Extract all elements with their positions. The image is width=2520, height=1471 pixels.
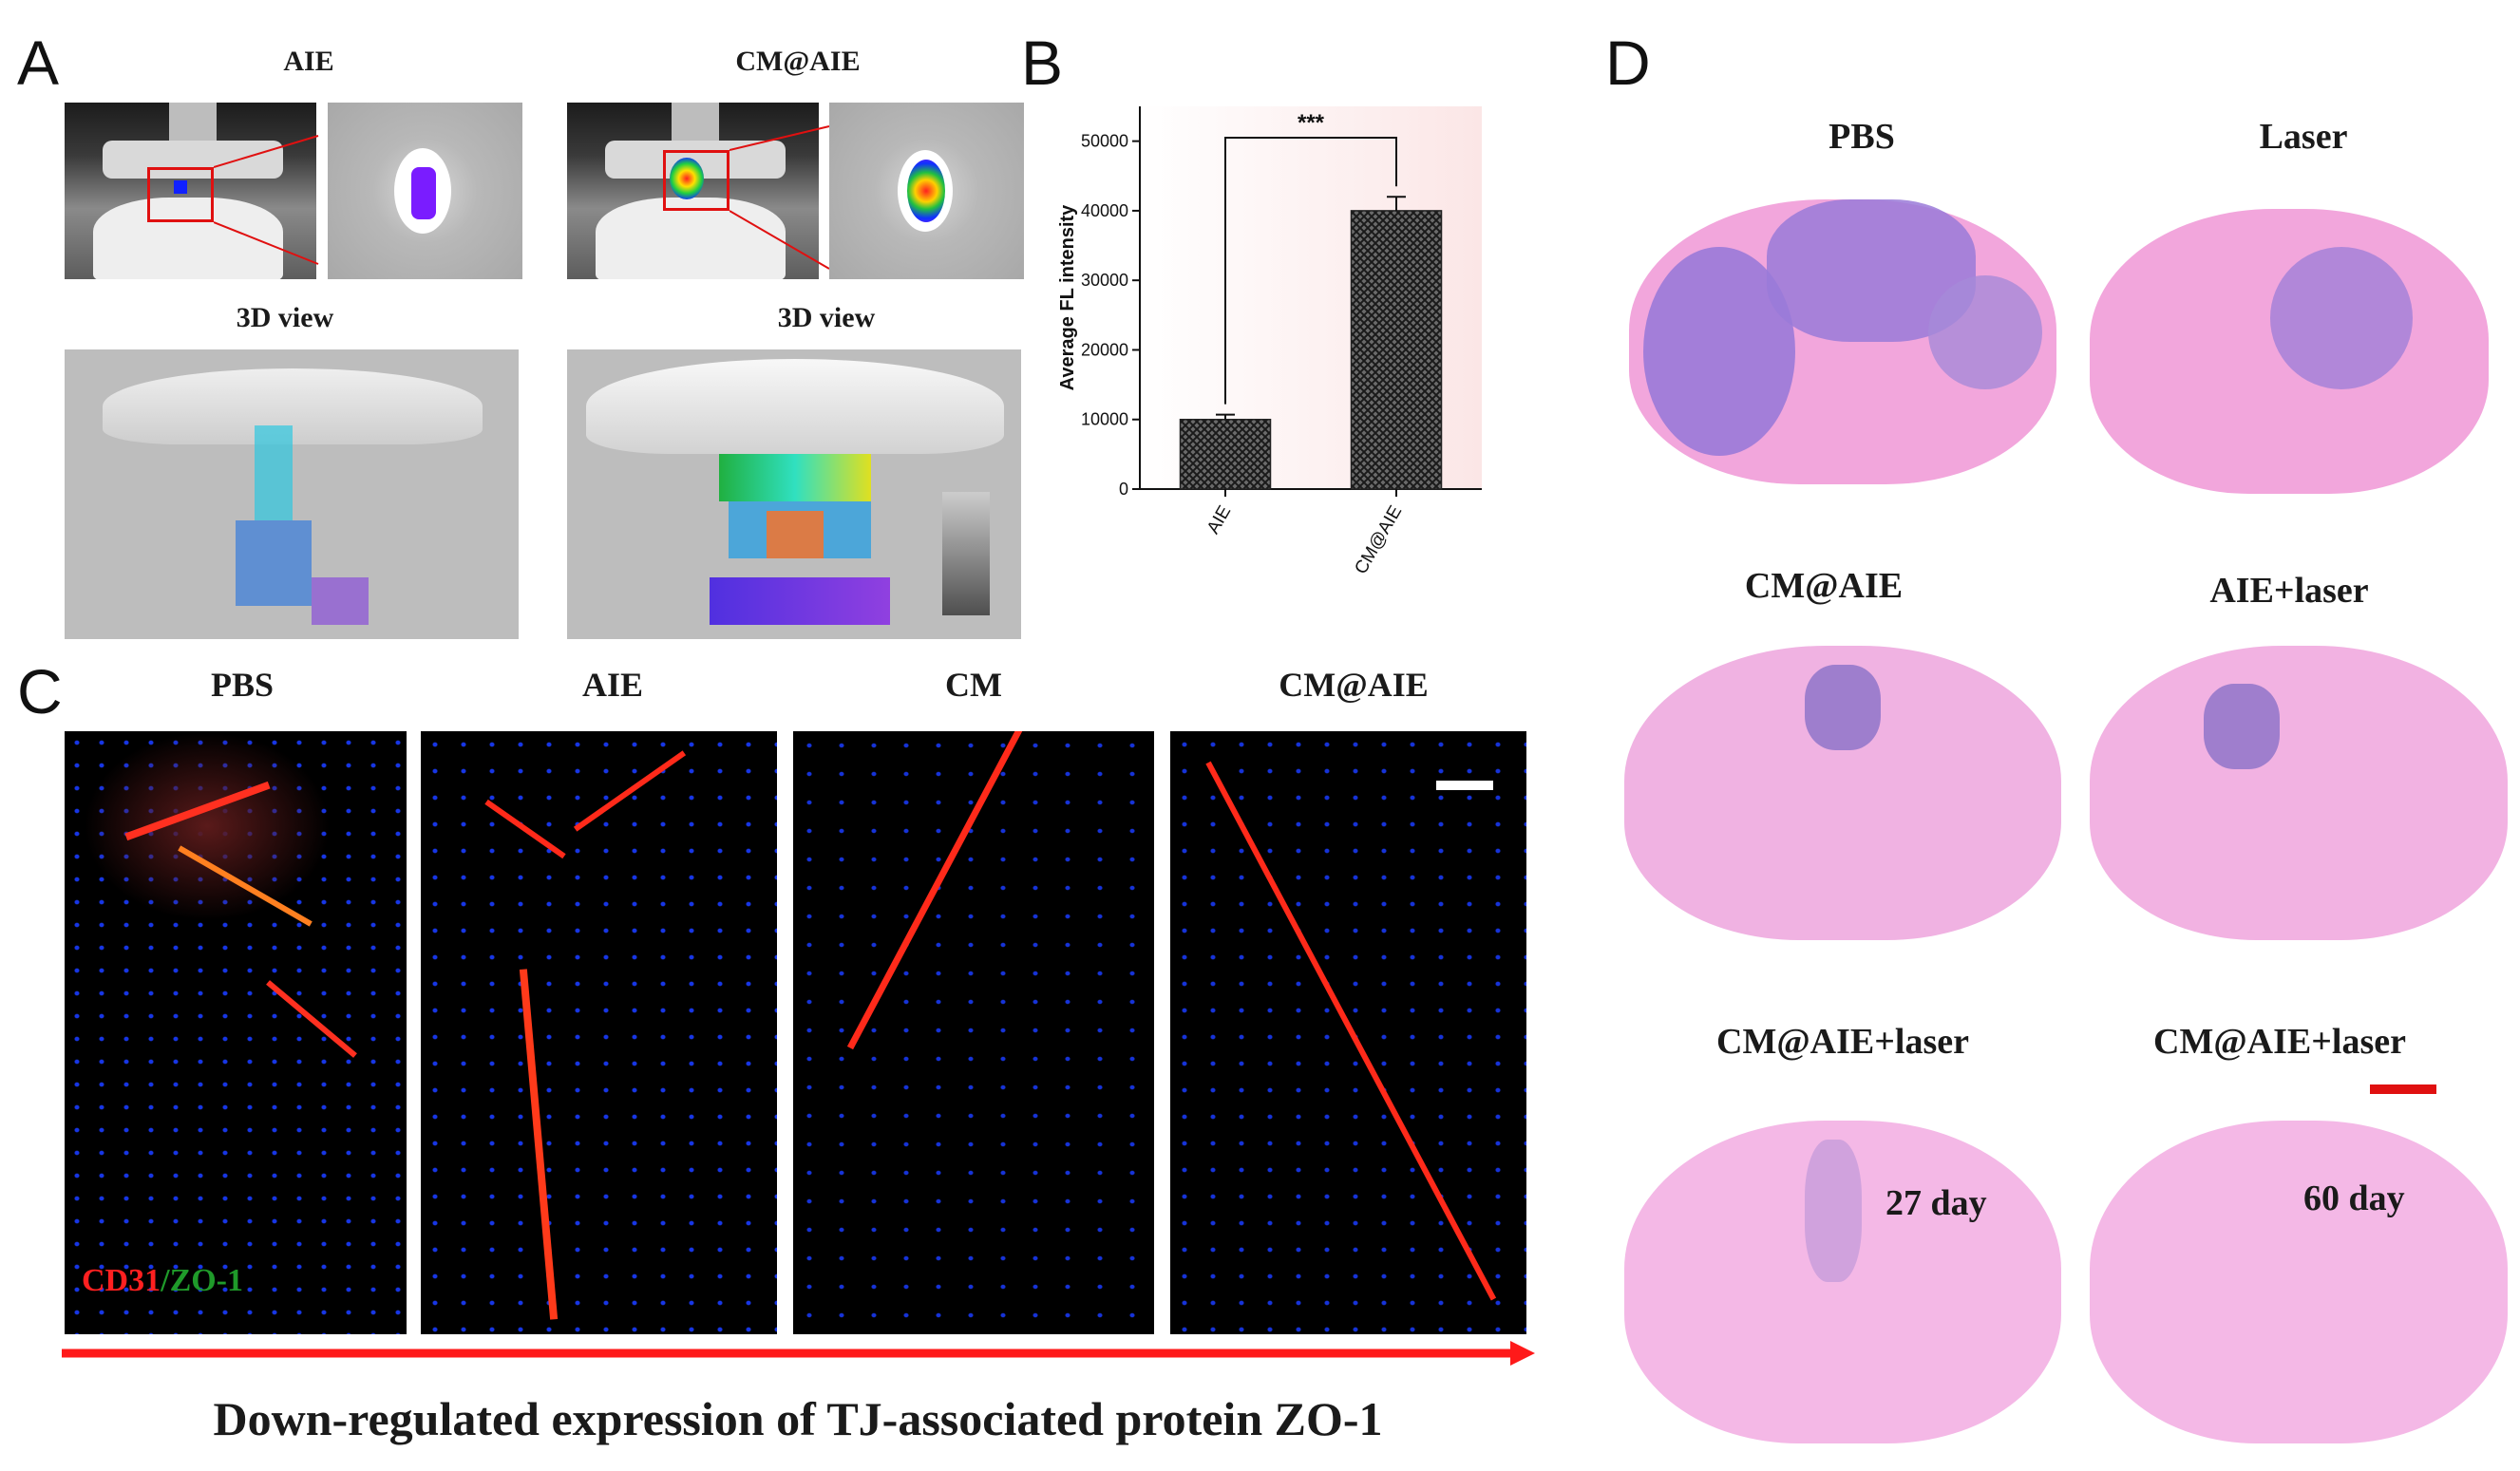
roi-box [663,150,729,211]
panel-d-label-cmaie: CM@AIE [1744,566,1904,606]
panel-d-label-cmaie-laser-1: CM@AIE+laser [1716,1022,1969,1062]
panel-a-left-3d-title: 3D view [236,302,334,333]
panel-b-letter: B [1021,28,1064,98]
zoom-lines-cmaie [729,125,830,270]
bar [1350,210,1443,490]
y-tick-label: 40000 [1081,201,1128,220]
scale-bar [1436,781,1493,790]
he-section-aie-laser [2080,627,2517,988]
x-tick-label: AIE [1203,502,1235,537]
y-tick-label: 20000 [1081,340,1128,359]
day-label-60: 60 day [2303,1179,2405,1218]
panel-d-letter: D [1605,28,1651,98]
panel-c-col-4-title: CM@AIE [1279,666,1429,704]
fluor-image-cmaie [1170,731,1526,1334]
zoom-lines-aie [214,135,319,265]
day-label-27: 27 day [1885,1183,1987,1223]
he-section-cmaie [1615,627,2071,988]
cmaie-3d-view [567,349,1021,639]
fluor-image-pbs: CD31/ZO-1 [65,731,407,1334]
cmaie-zoom-image [829,103,1024,279]
significance-label: *** [1298,110,1325,136]
he-section-pbs [1615,180,2071,503]
stain-label: CD31/ZO-1 [82,1263,243,1299]
significance-bracket [1224,136,1397,405]
y-tick-label: 50000 [1081,132,1128,151]
panel-c-caption: Down-regulated expression of TJ-associat… [213,1392,1383,1445]
panel-c-col-3-title: CM [945,666,1002,704]
panel-d-label-laser: Laser [2259,117,2348,157]
he-section-laser [2080,180,2517,532]
panel-d-label-cmaie-laser-2: CM@AIE+laser [2153,1022,2406,1062]
bar [1179,418,1272,490]
he-scale-bar [2370,1084,2436,1094]
aie-invivo-image [65,103,316,279]
aie-3d-view [65,349,519,639]
y-tick-label: 30000 [1081,271,1128,290]
stain-label-green: ZO-1 [169,1263,244,1298]
fluor-image-aie [421,731,777,1334]
bar-chart: 0 10000 20000 30000 40000 50000 Average FL int… [1057,106,1482,577]
gradient-arrow [62,1341,1535,1366]
panel-a-left-title: AIE [283,46,334,77]
y-tick-label: 10000 [1081,410,1128,429]
he-section-cmaie-laser-60 [2080,1083,2517,1462]
y-tick-label: 0 [1119,480,1128,499]
aie-zoom-image [328,103,522,279]
panel-c-col-2-title: AIE [581,666,644,704]
panel-a-right-title: CM@AIE [735,46,861,77]
stain-label-separator: / [161,1263,170,1298]
he-section-cmaie-laser-27 [1615,1083,2071,1462]
panel-a-letter: A [17,28,60,98]
fluor-image-cm [793,731,1154,1334]
stain-label-red: CD31 [82,1263,161,1298]
x-tick-label: CM@AIE [1351,502,1406,577]
panel-c-letter: C [17,656,63,726]
panel-c-col-1-title: PBS [210,666,275,704]
panel-a-right-3d-title: 3D view [777,302,876,333]
cmaie-invivo-image [567,103,819,279]
panel-d-label-aie-laser: AIE+laser [2209,571,2369,611]
y-axis-label: Average FL intensity [1057,204,1078,390]
roi-box [147,167,214,222]
panel-d-label-pbs: PBS [1828,117,1895,157]
